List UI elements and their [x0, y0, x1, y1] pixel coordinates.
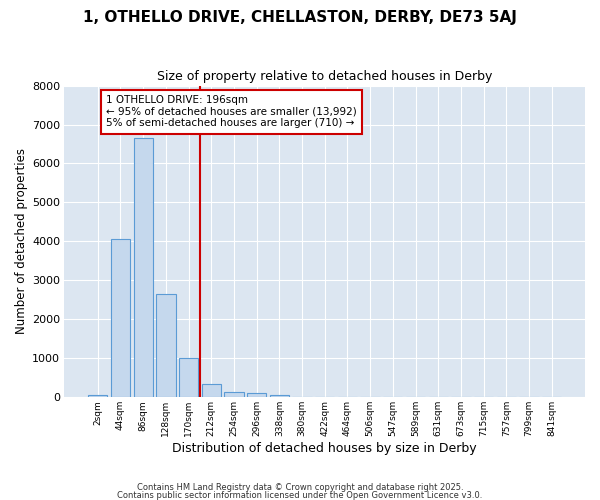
- Bar: [247, 394, 266, 398]
- Bar: [224, 392, 244, 398]
- Text: Contains public sector information licensed under the Open Government Licence v3: Contains public sector information licen…: [118, 490, 482, 500]
- Title: Size of property relative to detached houses in Derby: Size of property relative to detached ho…: [157, 70, 493, 83]
- Bar: [269, 395, 289, 398]
- Text: Contains HM Land Registry data © Crown copyright and database right 2025.: Contains HM Land Registry data © Crown c…: [137, 484, 463, 492]
- Bar: [111, 240, 130, 398]
- Text: 1 OTHELLO DRIVE: 196sqm
← 95% of detached houses are smaller (13,992)
5% of semi: 1 OTHELLO DRIVE: 196sqm ← 95% of detache…: [106, 96, 356, 128]
- Bar: [179, 358, 198, 398]
- Y-axis label: Number of detached properties: Number of detached properties: [15, 148, 28, 334]
- Bar: [156, 294, 176, 398]
- Bar: [202, 384, 221, 398]
- Bar: [88, 395, 107, 398]
- Text: 1, OTHELLO DRIVE, CHELLASTON, DERBY, DE73 5AJ: 1, OTHELLO DRIVE, CHELLASTON, DERBY, DE7…: [83, 10, 517, 25]
- Bar: [134, 138, 153, 398]
- X-axis label: Distribution of detached houses by size in Derby: Distribution of detached houses by size …: [172, 442, 477, 455]
